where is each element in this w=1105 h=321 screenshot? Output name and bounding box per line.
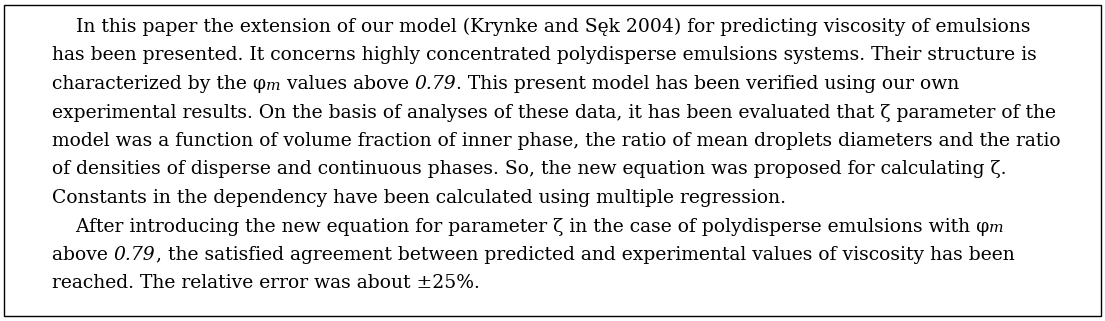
- Text: 0.79: 0.79: [114, 246, 156, 264]
- Text: model was a function of volume fraction of inner phase, the ratio of mean drople: model was a function of volume fraction …: [52, 132, 1061, 150]
- Text: m: m: [989, 221, 1004, 236]
- Text: . This present model has been verified using our own: . This present model has been verified u…: [456, 75, 959, 93]
- Text: experimental results. On the basis of analyses of these data, it has been evalua: experimental results. On the basis of an…: [52, 103, 1056, 122]
- Text: characterized by the φ: characterized by the φ: [52, 75, 266, 93]
- Text: After introducing the new equation for parameter ζ in the case of polydisperse e: After introducing the new equation for p…: [52, 218, 989, 236]
- Text: In this paper the extension of our model (Krynke and Sęk 2004) for predicting vi: In this paper the extension of our model…: [52, 18, 1031, 36]
- Text: above: above: [52, 246, 114, 264]
- Text: Constants in the dependency have been calculated using multiple regression.: Constants in the dependency have been ca…: [52, 189, 786, 207]
- Text: , the satisfied agreement between predicted and experimental values of viscosity: , the satisfied agreement between predic…: [156, 246, 1014, 264]
- Text: has been presented. It concerns highly concentrated polydisperse emulsions syste: has been presented. It concerns highly c…: [52, 47, 1036, 65]
- Text: 0.79: 0.79: [414, 75, 456, 93]
- Text: reached. The relative error was about ±25%.: reached. The relative error was about ±2…: [52, 274, 480, 292]
- Text: of densities of disperse and continuous phases. So, the new equation was propose: of densities of disperse and continuous …: [52, 160, 1007, 178]
- Text: m: m: [266, 79, 281, 93]
- Text: values above: values above: [281, 75, 414, 93]
